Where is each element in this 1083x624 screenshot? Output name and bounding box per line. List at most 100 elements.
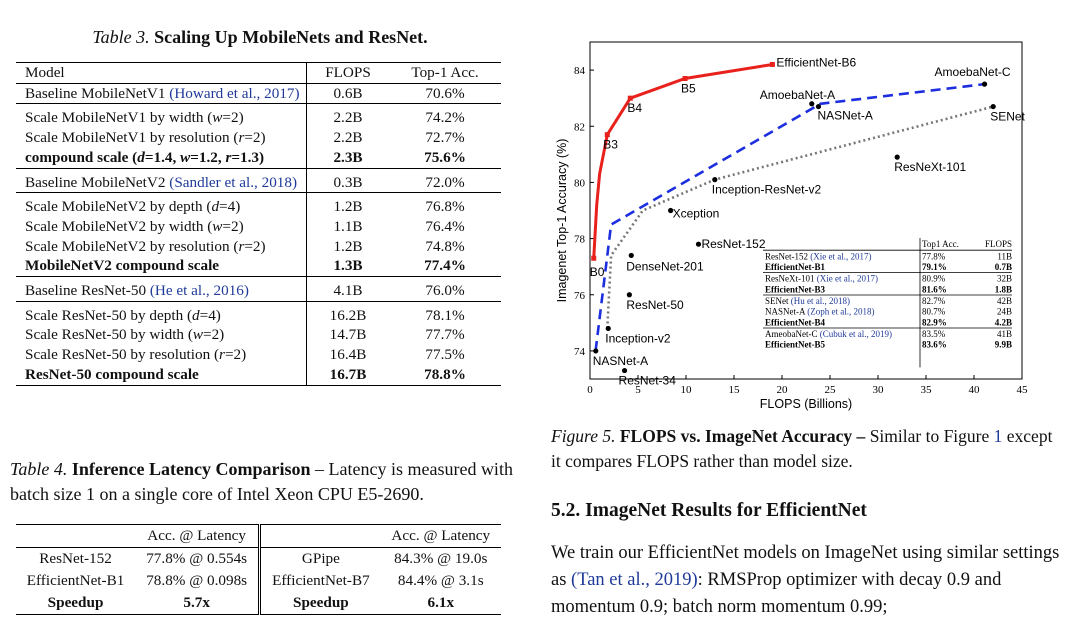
table-row: Scale ResNet-50 by resolution (r=2) 16.4B… bbox=[16, 345, 501, 365]
inset-header: FLOPS bbox=[985, 239, 1012, 249]
inset-flops: 0.7B bbox=[995, 262, 1012, 272]
y-tick-label: 84 bbox=[574, 65, 586, 77]
model-cell: Scale MobileNetV2 by resolution (r=2) bbox=[25, 237, 266, 255]
table-row: Scale MobileNetV2 by depth (d=4) 1.2B 76.8… bbox=[16, 192, 501, 217]
model-point bbox=[621, 367, 628, 374]
flops-cell: 1.2B bbox=[306, 192, 389, 217]
accuracy-cell: 75.6% bbox=[424, 148, 466, 166]
accuracy-cell: 77.7% bbox=[425, 326, 465, 344]
section-body: We train our EfficientNet models on Imag… bbox=[551, 540, 1061, 621]
flops-cell: 1.3B bbox=[306, 256, 389, 277]
flops-cell: 2.2B bbox=[306, 103, 389, 129]
table3-header-cell: FLOPS bbox=[306, 62, 389, 84]
table-row: Scale MobileNetV1 by resolution (r=2) 2.2… bbox=[16, 128, 501, 148]
point-label: ResNet-34 bbox=[619, 374, 677, 388]
accuracy-cell: 77.4% bbox=[424, 257, 466, 275]
model-point bbox=[668, 207, 674, 214]
inset-acc: 81.6% bbox=[922, 284, 947, 294]
table-row: Baseline ResNet-50 (He et al., 2016) 4.1B… bbox=[16, 276, 501, 302]
table4-cell: 78.8% @ 0.098s bbox=[135, 570, 262, 592]
x-tick-label: 45 bbox=[1017, 384, 1029, 396]
table4-header-row: Acc. @ Latency Acc. @ Latency bbox=[16, 524, 501, 548]
table4-header-cell bbox=[259, 524, 381, 548]
accuracy-cell: 72.7% bbox=[425, 129, 465, 147]
y-tick-label: 80 bbox=[574, 177, 586, 189]
table3: Model FLOPS Top-1 Acc. Baseline MobileNetV1… bbox=[16, 62, 501, 386]
section-body-text2: : RMSProp optimizer with decay 0.9 and m… bbox=[551, 570, 1002, 617]
accuracy-cell: 74.8% bbox=[425, 237, 465, 255]
model-cell: Scale ResNet-50 by depth (d=4) bbox=[16, 300, 307, 326]
model-cell: Baseline ResNet-50 (He et al., 2016) bbox=[16, 276, 307, 302]
inset-flops: 1.8B bbox=[995, 284, 1012, 294]
table4-header-cell: Acc. @ Latency bbox=[135, 524, 262, 548]
citation-link[interactable]: (Tan et al., 2019) bbox=[571, 570, 698, 590]
model-cell: Scale MobileNetV2 by depth (d=4) bbox=[16, 192, 307, 217]
model-point bbox=[981, 81, 988, 87]
table-row: compound scale (d=1.4, w=1.2, r=1.3) 2.3B… bbox=[16, 147, 501, 169]
table4-header-cell bbox=[16, 524, 136, 548]
table3-caption: Table 3. Scaling Up MobileNets and ResNe… bbox=[0, 26, 520, 48]
table4-cell: 77.8% @ 0.554s bbox=[135, 547, 262, 570]
model-cell: compound scale (d=1.4, w=1.2, r=1.3) bbox=[25, 148, 265, 166]
table4-cell: Speedup bbox=[16, 592, 136, 615]
citation-link[interactable]: (He et al., 2016) bbox=[149, 282, 249, 300]
inset-citation: (Hu et al., 2018) bbox=[791, 296, 850, 306]
y-tick-label: 82 bbox=[574, 121, 585, 133]
inset-acc: 80.7% bbox=[922, 307, 946, 317]
table4-cell: 84.3% @ 19.0s bbox=[394, 550, 488, 567]
citation-link[interactable]: (Sandler et al., 2018) bbox=[169, 173, 298, 191]
inset-acc: 79.1% bbox=[922, 262, 947, 272]
point-label: EfficientNet-B6 bbox=[776, 55, 856, 69]
flops-cell: 16.7B bbox=[306, 364, 389, 386]
model-point bbox=[593, 348, 599, 354]
model-cell: Scale MobileNetV1 by width (w=2) bbox=[16, 103, 307, 129]
point-label: ResNet-50 bbox=[626, 298, 684, 312]
point-label: NASNet-A bbox=[593, 354, 648, 368]
inset-model-name: ResNet-152 (Xie et al., 2017) bbox=[765, 251, 871, 261]
point-label: B5 bbox=[681, 82, 696, 96]
table4-header-cell: Acc. @ Latency bbox=[380, 524, 501, 548]
accuracy-cell: 74.2% bbox=[389, 103, 501, 129]
efficientnet-point bbox=[591, 255, 597, 261]
table4-caption: Table 4. Inference Latency Comparison – … bbox=[10, 457, 520, 507]
x-tick-label: 40 bbox=[969, 384, 981, 396]
point-label: B4 bbox=[627, 101, 642, 115]
x-tick-label: 10 bbox=[681, 384, 693, 396]
flops-cell: 2.2B bbox=[306, 128, 389, 148]
y-tick-label: 74 bbox=[574, 346, 586, 358]
point-label: B0 bbox=[590, 265, 605, 279]
efficientnet-point bbox=[682, 76, 688, 82]
accuracy-cell: 78.1% bbox=[389, 300, 501, 326]
point-label: Inception-v2 bbox=[605, 331, 671, 345]
point-label: DenseNet-201 bbox=[626, 259, 704, 273]
model-point bbox=[626, 292, 632, 298]
table4-cell: EfficientNet-B1 bbox=[26, 572, 125, 589]
point-label: ResNet-152 bbox=[701, 237, 765, 251]
flops-cell: 16.4B bbox=[306, 345, 389, 365]
point-label: AmoebaNet-C bbox=[935, 65, 1011, 79]
table4-caption-text: – Latency is measured with batch size 1 … bbox=[10, 459, 513, 504]
x-tick-label: 15 bbox=[729, 384, 741, 396]
flops-cell: 0.6B bbox=[306, 82, 389, 104]
model-cell: Scale MobileNetV2 by width (w=2) bbox=[25, 217, 244, 235]
series-line-dashed bbox=[594, 82, 985, 352]
table3-header-row: Model FLOPS Top-1 Acc. bbox=[16, 62, 501, 84]
model-cell: ResNet-50 compound scale bbox=[16, 364, 307, 386]
table-row: Scale MobileNetV2 by width (w=2) 1.1B 76.4… bbox=[16, 216, 501, 237]
point-label: SENet bbox=[990, 110, 1025, 124]
y-tick-label: 76 bbox=[574, 290, 586, 302]
citation-link[interactable]: (Howard et al., 2017) bbox=[169, 84, 300, 102]
table-row: Scale MobileNetV1 by width (w=2) 2.2B 74.2… bbox=[16, 103, 501, 129]
inset-acc: 83.6% bbox=[922, 340, 947, 350]
inset-flops: 41B bbox=[997, 329, 1012, 339]
model-point bbox=[605, 325, 611, 332]
model-point bbox=[990, 103, 996, 110]
flops-cell: 1.1B bbox=[306, 216, 389, 237]
figure5-caption-ref[interactable]: 1 bbox=[993, 426, 1003, 446]
efficientnet-point bbox=[627, 95, 633, 101]
inset-flops: 4.2B bbox=[995, 317, 1012, 327]
accuracy-cell: 77.5% bbox=[425, 346, 465, 364]
table4-cell: 84.4% @ 3.1s bbox=[397, 572, 484, 589]
table-row: ResNet-50 compound scale 16.7B 78.8% bbox=[16, 364, 501, 386]
model-cell: Baseline MobileNetV2 (Sandler et al., 20… bbox=[16, 167, 307, 193]
